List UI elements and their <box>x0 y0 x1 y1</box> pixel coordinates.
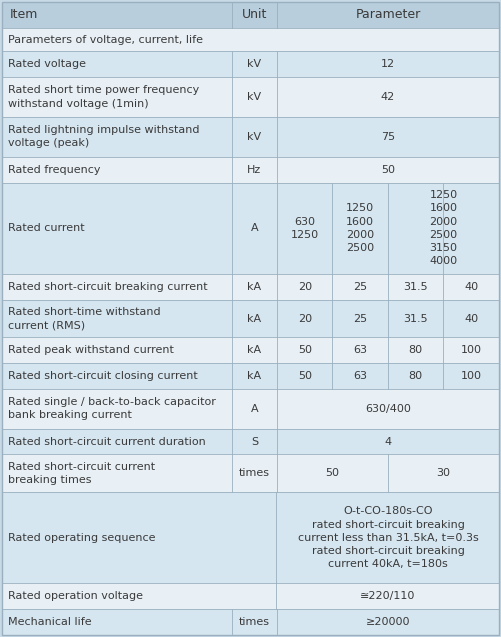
Text: 100: 100 <box>461 371 482 381</box>
Text: 1250
1600
2000
2500
3150
4000: 1250 1600 2000 2500 3150 4000 <box>429 190 457 266</box>
Text: 50: 50 <box>381 164 395 175</box>
Text: 40: 40 <box>464 282 478 292</box>
Text: Mechanical life: Mechanical life <box>8 617 92 627</box>
Text: Rated voltage: Rated voltage <box>8 59 86 69</box>
Text: 50: 50 <box>326 468 340 478</box>
Text: Parameters of voltage, current, life: Parameters of voltage, current, life <box>8 34 203 45</box>
Text: Rated current: Rated current <box>8 223 85 233</box>
Text: 75: 75 <box>381 132 395 142</box>
Text: times: times <box>239 617 270 627</box>
Text: kV: kV <box>247 132 262 142</box>
Text: 1250
1600
2000
2500: 1250 1600 2000 2500 <box>346 203 374 253</box>
Text: kA: kA <box>247 313 262 324</box>
Text: 50: 50 <box>298 371 312 381</box>
Text: Unit: Unit <box>242 8 267 22</box>
Text: Hz: Hz <box>247 164 262 175</box>
Text: Rated lightning impulse withstand
voltage (peak): Rated lightning impulse withstand voltag… <box>8 125 199 148</box>
Text: kA: kA <box>247 345 262 355</box>
Bar <box>2 363 499 389</box>
Text: 630/400: 630/400 <box>365 404 411 414</box>
Text: Rated short-circuit current duration: Rated short-circuit current duration <box>8 436 206 447</box>
Text: 31.5: 31.5 <box>403 282 428 292</box>
Text: kA: kA <box>247 282 262 292</box>
Text: 20: 20 <box>298 313 312 324</box>
Text: Rated short-circuit breaking current: Rated short-circuit breaking current <box>8 282 207 292</box>
Text: 30: 30 <box>436 468 450 478</box>
Bar <box>2 51 499 77</box>
Text: Rated frequency: Rated frequency <box>8 164 101 175</box>
Text: 25: 25 <box>353 313 367 324</box>
Text: Rated short-circuit current
breaking times: Rated short-circuit current breaking tim… <box>8 462 155 485</box>
Bar <box>2 583 499 609</box>
Text: ≥20000: ≥20000 <box>366 617 410 627</box>
Text: 25: 25 <box>353 282 367 292</box>
Text: 31.5: 31.5 <box>403 313 428 324</box>
Text: kA: kA <box>247 371 262 381</box>
Text: kV: kV <box>247 92 262 102</box>
Bar <box>2 492 499 583</box>
Text: 4: 4 <box>384 436 392 447</box>
Bar <box>2 28 499 51</box>
Bar <box>2 117 499 157</box>
Bar <box>2 77 499 117</box>
Text: Rated short-time withstand
current (RMS): Rated short-time withstand current (RMS) <box>8 307 161 330</box>
Bar <box>2 274 499 300</box>
Bar <box>2 337 499 363</box>
Text: 80: 80 <box>409 345 423 355</box>
Text: 20: 20 <box>298 282 312 292</box>
Text: 100: 100 <box>461 345 482 355</box>
Text: 42: 42 <box>381 92 395 102</box>
Bar <box>2 157 499 183</box>
Text: O-t-CO-180s-CO
rated short-circuit breaking
current less than 31.5kA, t=0.3s
rat: O-t-CO-180s-CO rated short-circuit break… <box>298 506 478 569</box>
Text: A: A <box>250 223 259 233</box>
Bar <box>2 300 499 337</box>
Bar <box>2 2 499 28</box>
Text: 80: 80 <box>409 371 423 381</box>
Text: kV: kV <box>247 59 262 69</box>
Text: Rated peak withstand current: Rated peak withstand current <box>8 345 174 355</box>
Text: A: A <box>250 404 259 414</box>
Bar <box>2 389 499 429</box>
Text: Rated operating sequence: Rated operating sequence <box>8 533 155 543</box>
Text: Item: Item <box>10 8 39 22</box>
Text: S: S <box>251 436 258 447</box>
Bar <box>2 429 499 454</box>
Text: 50: 50 <box>298 345 312 355</box>
Bar <box>2 183 499 274</box>
Text: 63: 63 <box>353 371 367 381</box>
Text: Rated single / back-to-back capacitor
bank breaking current: Rated single / back-to-back capacitor ba… <box>8 397 216 420</box>
Text: 63: 63 <box>353 345 367 355</box>
Text: 40: 40 <box>464 313 478 324</box>
Text: Parameter: Parameter <box>355 8 421 22</box>
Text: Rated short-circuit closing current: Rated short-circuit closing current <box>8 371 198 381</box>
Text: Rated short time power frequency
withstand voltage (1min): Rated short time power frequency withsta… <box>8 85 199 108</box>
Bar <box>2 609 499 635</box>
Text: Rated operation voltage: Rated operation voltage <box>8 591 143 601</box>
Text: 12: 12 <box>381 59 395 69</box>
Bar <box>2 454 499 492</box>
Text: times: times <box>239 468 270 478</box>
Text: 630
1250: 630 1250 <box>291 217 319 240</box>
Text: ≅220/110: ≅220/110 <box>360 591 416 601</box>
